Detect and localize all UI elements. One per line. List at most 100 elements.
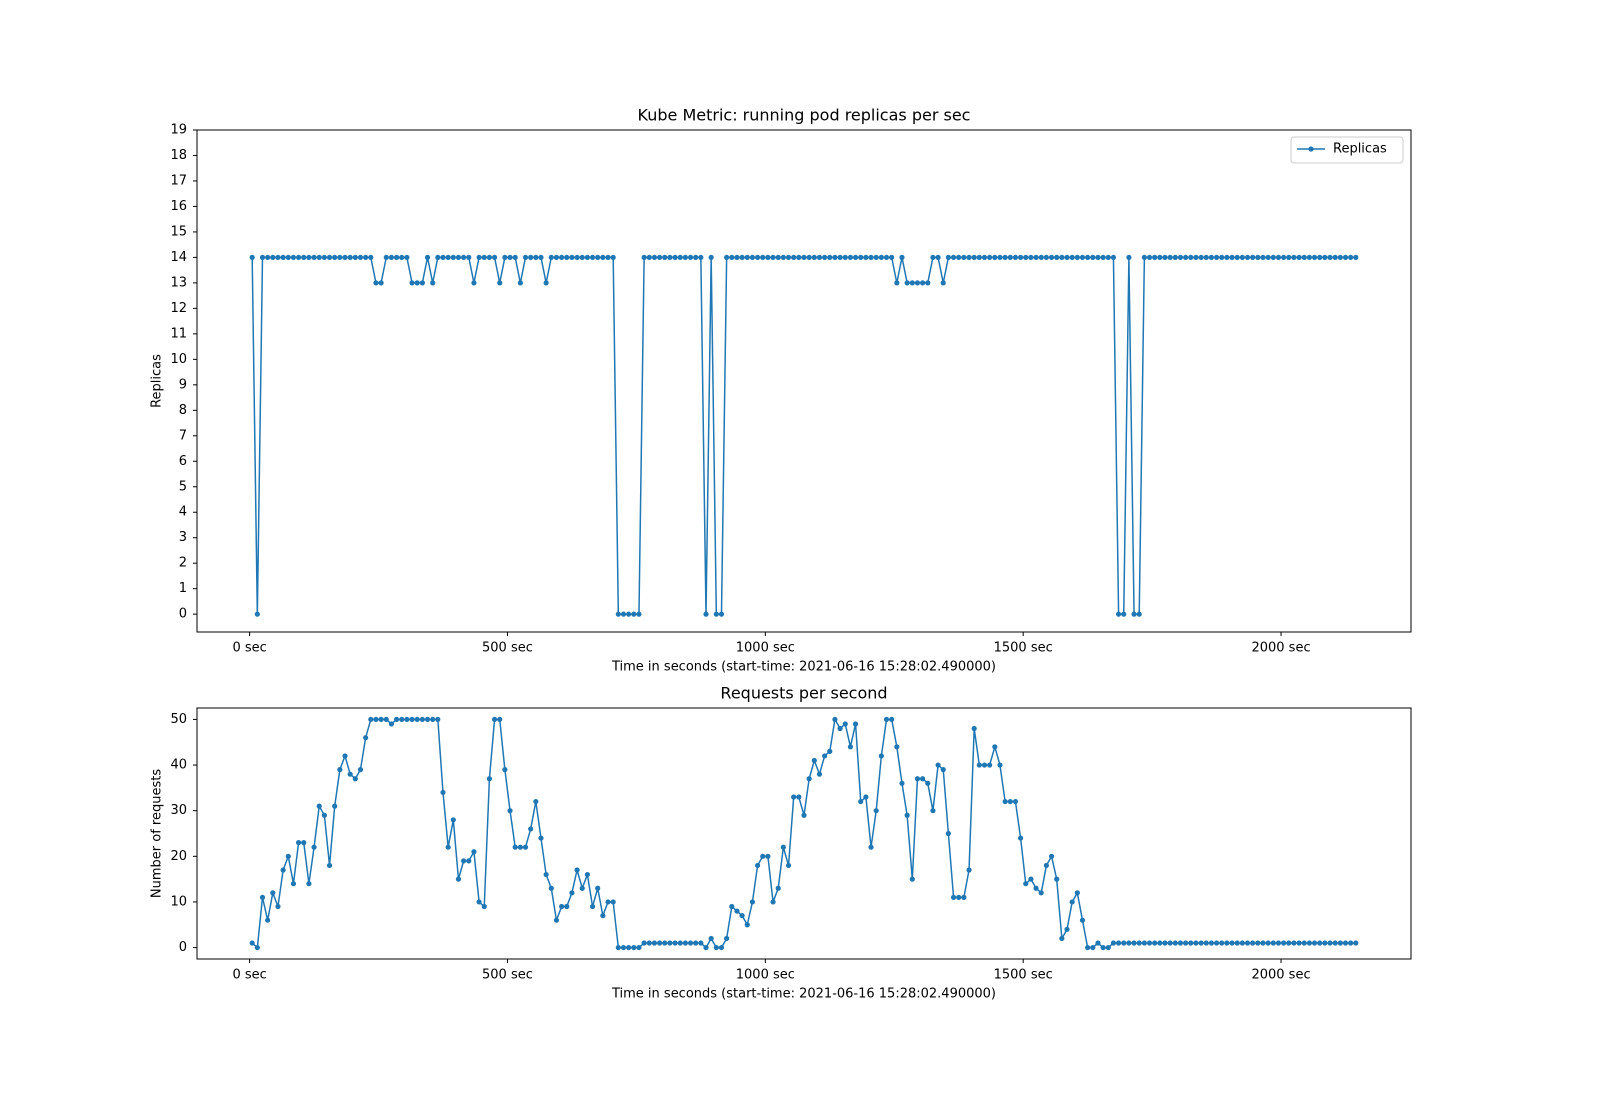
data-point [889, 716, 895, 723]
data-point [997, 762, 1003, 768]
data-point [1018, 254, 1024, 261]
data-point [1162, 940, 1168, 946]
y-tick-label: 10 [170, 894, 187, 909]
data-point [337, 254, 343, 261]
data-point [270, 890, 276, 896]
data-point [1353, 940, 1359, 946]
data-point [1183, 254, 1189, 261]
data-point [1188, 254, 1194, 261]
data-point [899, 254, 905, 261]
data-point [945, 254, 952, 261]
data-point [693, 940, 699, 946]
y-tick-label: 12 [170, 301, 187, 316]
data-point [1059, 935, 1065, 942]
data-point [1172, 940, 1178, 946]
data-point [1007, 798, 1013, 805]
data-point [667, 254, 673, 261]
data-point [399, 716, 405, 723]
data-point [760, 853, 766, 859]
data-point [1023, 254, 1029, 261]
data-point [806, 254, 812, 261]
data-point [806, 776, 812, 782]
data-point [1007, 254, 1013, 261]
data-point [481, 903, 487, 910]
data-point [1064, 926, 1070, 932]
data-point [450, 254, 456, 261]
data-point [373, 280, 379, 286]
data-point [522, 254, 529, 261]
data-point [466, 254, 472, 261]
data-point [383, 716, 389, 723]
data-point [430, 716, 436, 723]
data-point [1188, 940, 1194, 946]
data-point [754, 254, 761, 261]
data-point [894, 280, 900, 286]
data-point [1229, 940, 1235, 946]
data-point [512, 254, 518, 261]
data-point [569, 890, 575, 896]
data-point [445, 254, 451, 261]
data-point [1332, 254, 1338, 261]
data-point [316, 803, 322, 809]
x-tick-label: 0 sec [232, 641, 266, 656]
data-point [455, 876, 462, 882]
data-point [749, 899, 756, 905]
data-point [378, 716, 384, 723]
data-point [641, 254, 647, 261]
data-point [1126, 940, 1132, 946]
data-point [481, 254, 487, 261]
data-point [842, 254, 848, 261]
data-point [791, 794, 797, 800]
data-point [574, 254, 580, 261]
data-point [600, 913, 606, 919]
data-point [656, 254, 663, 261]
data-point [822, 753, 828, 759]
data-point [393, 716, 400, 723]
data-point [1203, 940, 1209, 946]
data-point [1090, 944, 1096, 951]
data-point [626, 944, 632, 951]
data-point [476, 899, 482, 905]
data-point [858, 254, 864, 261]
data-point [1110, 254, 1117, 261]
data-point [863, 794, 869, 800]
data-point [342, 753, 348, 759]
data-point [1229, 254, 1235, 261]
data-point [1131, 611, 1137, 617]
data-point [1167, 940, 1173, 946]
data-point [1296, 940, 1302, 946]
data-point [1317, 254, 1323, 261]
axes-frame [196, 129, 1412, 633]
y-tick-label: 5 [179, 479, 187, 494]
data-point [1183, 940, 1189, 946]
data-point [1348, 254, 1354, 261]
data-point [440, 789, 446, 796]
data-point [1234, 940, 1240, 946]
data-point [337, 767, 343, 773]
data-point [651, 940, 658, 946]
data-point [1105, 944, 1111, 951]
data-point [435, 254, 441, 261]
data-point [326, 862, 333, 869]
data-point [1270, 254, 1276, 261]
data-point [507, 808, 513, 814]
data-point [1012, 798, 1019, 805]
data-point [667, 940, 673, 946]
data-point [693, 254, 699, 261]
data-point [569, 254, 575, 261]
data-point [352, 776, 358, 782]
data-point [249, 254, 255, 261]
data-point [780, 254, 786, 261]
y-tick-label: 16 [170, 199, 187, 214]
data-point [543, 871, 549, 878]
data-point [1069, 899, 1075, 905]
data-point [1265, 254, 1271, 261]
data-point [832, 716, 838, 723]
data-point [1146, 254, 1153, 261]
data-point [368, 716, 374, 723]
x-tick-label: 1500 sec [994, 641, 1053, 656]
data-point [1193, 254, 1199, 261]
data-point [265, 917, 271, 923]
data-point [739, 913, 745, 919]
data-point [827, 254, 833, 261]
